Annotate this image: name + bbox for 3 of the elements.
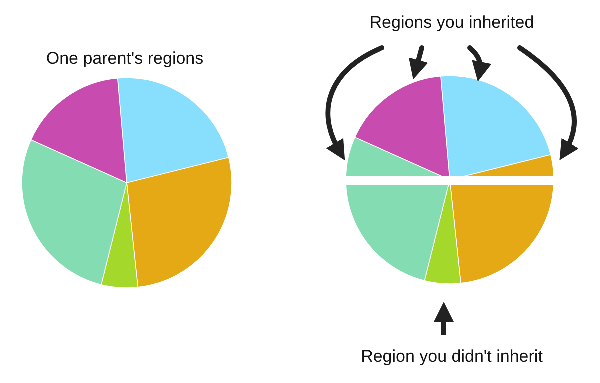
text: Regions you inherited bbox=[370, 13, 534, 32]
chart-title: One parent's regions bbox=[46, 49, 204, 68]
text: Region you didn't inherit bbox=[361, 347, 544, 366]
